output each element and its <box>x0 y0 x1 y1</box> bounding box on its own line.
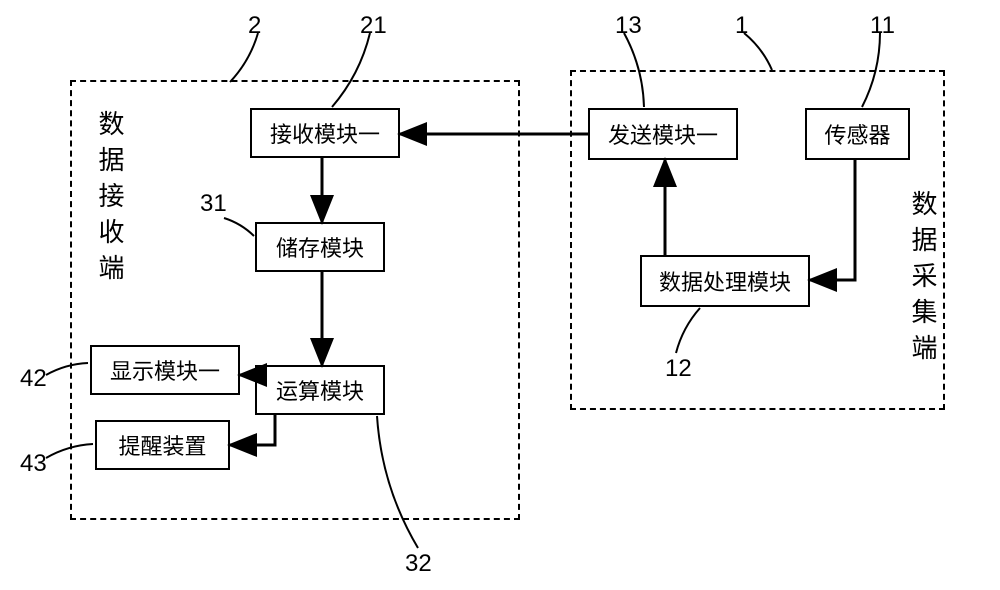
node-store: 储存模块 <box>255 222 385 272</box>
node-calc: 运算模块 <box>255 365 385 415</box>
container-right-label: 数据采集端 <box>905 190 942 370</box>
ref-31: 31 <box>200 190 227 218</box>
ref-12: 12 <box>665 355 692 383</box>
node-alert: 提醒装置 <box>95 420 230 470</box>
node-recv1-label: 接收模块一 <box>270 117 380 149</box>
container-left-label: 数据接收端 <box>92 110 129 290</box>
leader-0 <box>230 33 258 82</box>
node-recv1: 接收模块一 <box>250 108 400 158</box>
ref-21: 21 <box>360 12 387 40</box>
node-sensor-label: 传感器 <box>824 118 890 150</box>
node-display: 显示模块一 <box>90 345 240 395</box>
ref-43: 43 <box>20 450 47 478</box>
ref-42: 42 <box>20 365 47 393</box>
ref-13: 13 <box>615 12 642 40</box>
ref-1: 1 <box>735 12 748 40</box>
node-alert-label: 提醒装置 <box>118 429 206 461</box>
node-store-label: 储存模块 <box>276 231 364 263</box>
node-send1-label: 发送模块一 <box>608 118 718 150</box>
node-calc-label: 运算模块 <box>276 374 364 406</box>
ref-11: 11 <box>870 12 895 40</box>
node-send1: 发送模块一 <box>588 108 738 160</box>
node-display-label: 显示模块一 <box>110 354 220 386</box>
node-sensor: 传感器 <box>805 108 910 160</box>
ref-2: 2 <box>248 12 261 40</box>
node-dataproc-label: 数据处理模块 <box>659 265 791 297</box>
ref-32: 32 <box>405 550 432 578</box>
node-dataproc: 数据处理模块 <box>640 255 810 307</box>
